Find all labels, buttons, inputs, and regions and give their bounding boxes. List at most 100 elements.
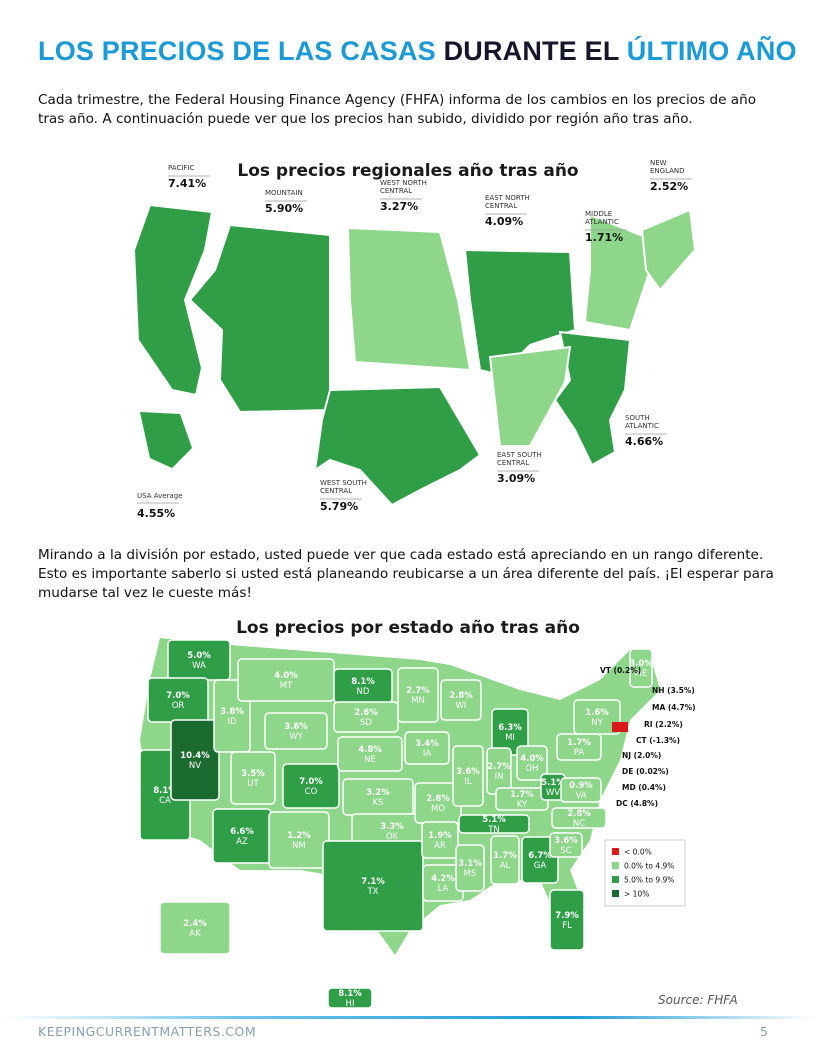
- state-abbr: WA: [192, 661, 206, 671]
- legend-label: 0.0% to 4.9%: [624, 862, 674, 871]
- state-map: 5.0%WA7.0%OR8.1%CA10.4%NV3.8%ID4.0%MT3.6…: [139, 638, 696, 1009]
- state-abbr: GA: [534, 861, 547, 871]
- state-abbr: CO: [305, 787, 318, 797]
- state-abbr: NC: [573, 819, 585, 829]
- state-abbr: HI: [346, 999, 355, 1009]
- state-shape: [421, 821, 459, 859]
- small-state-label: VT (0.2%): [600, 666, 641, 675]
- state-shape: [452, 745, 484, 807]
- state-abbr: AK: [189, 929, 201, 939]
- page-number: 5: [760, 1024, 768, 1039]
- state-abbr: PA: [574, 748, 585, 758]
- state-value: 5.0%: [187, 651, 211, 661]
- state-abbr: AL: [500, 861, 511, 871]
- title-part: ÚLTIMO AÑO: [626, 36, 797, 66]
- source: Source: FHFA: [658, 993, 738, 1007]
- state-shape: [282, 763, 340, 809]
- title-part: LOS PRECIOS DE LAS CASAS: [38, 36, 436, 66]
- state-value: 4.0%: [520, 754, 544, 764]
- region-name: MIDDLE ATLANTIC: [585, 210, 619, 226]
- state-abbr: NM: [292, 841, 306, 851]
- legend-label: < 0.0%: [624, 848, 652, 857]
- footer-site: KEEPINGCURRENTMATTERS.COM: [38, 1024, 257, 1039]
- state-abbr: WY: [289, 732, 303, 742]
- intro: Cada trimestre, the Federal Housing Fina…: [38, 92, 757, 127]
- state-abbr: MT: [280, 681, 293, 691]
- region-name: WEST NORTH CENTRAL: [380, 179, 427, 195]
- region-name: MOUNTAIN: [265, 189, 303, 197]
- region-shape: [313, 385, 482, 507]
- footer-rule: [0, 1016, 816, 1019]
- state-shape: [170, 719, 220, 801]
- state-abbr: CA: [159, 796, 171, 806]
- state-value: 2.6%: [354, 708, 378, 718]
- state-value: 2.8%: [567, 809, 591, 819]
- state-abbr: IL: [464, 777, 472, 787]
- state-shape: [458, 814, 530, 834]
- state-abbr: WV: [546, 788, 560, 798]
- state-abbr: IA: [423, 749, 432, 759]
- title: LOS PRECIOS DE LAS CASAS DURANTE EL ÚLTI…: [38, 36, 797, 67]
- state-abbr: NY: [591, 718, 603, 728]
- state-abbr: KS: [373, 798, 384, 808]
- state-shape: [268, 811, 330, 869]
- state-value: 3.2%: [366, 788, 390, 798]
- small-state-label: RI (2.2%): [644, 720, 683, 729]
- region-value: 4.09%: [485, 215, 523, 228]
- state-value: 4.0%: [274, 671, 298, 681]
- region-name: EAST SOUTH CENTRAL: [497, 451, 542, 467]
- small-state-label: CT (-1.3%): [636, 736, 680, 745]
- state-value: 1.6%: [585, 708, 609, 718]
- alaska-shape: [140, 412, 192, 468]
- regional-title: Los precios regionales año tras año: [237, 161, 579, 181]
- state-shape: [560, 777, 602, 803]
- state-abbr: LA: [438, 884, 449, 894]
- state-value: 3.6%: [456, 767, 480, 777]
- region-value: 3.27%: [380, 200, 418, 213]
- region-name: EAST NORTH CENTRAL: [485, 194, 530, 210]
- state-value: 2.8%: [426, 794, 450, 804]
- legend-label: > 10%: [624, 890, 649, 899]
- state-value: 8.1%: [351, 677, 375, 687]
- state-abbr: FL: [562, 921, 572, 931]
- state-value: 4.8%: [358, 745, 382, 755]
- state-value: 4.2%: [431, 874, 455, 884]
- state-abbr: SC: [560, 846, 571, 856]
- state-value: 6.7%: [528, 851, 552, 861]
- state-value: 6.3%: [498, 723, 522, 733]
- ct-shape: [612, 722, 628, 732]
- small-state-label: NJ (2.0%): [622, 751, 661, 760]
- body-text: Mirando a la división por estado, usted …: [38, 547, 774, 601]
- region-value: 1.71%: [585, 231, 623, 244]
- state-abbr: KY: [517, 800, 528, 810]
- state-value: 0.9%: [569, 781, 593, 791]
- state-value: 3.4%: [415, 739, 439, 749]
- region-shape: [132, 203, 214, 397]
- state-abbr: ID: [227, 717, 237, 727]
- state-shape: [404, 731, 450, 765]
- state-value: 3.1%: [458, 859, 482, 869]
- state-abbr: IN: [495, 772, 504, 782]
- state-abbr: AR: [434, 841, 446, 851]
- state-abbr: TX: [366, 887, 378, 897]
- state-value: 8.1%: [153, 786, 177, 796]
- state-abbr: OH: [525, 764, 538, 774]
- usa-average-name: USA Average: [137, 492, 182, 500]
- legend-label: 5.0% to 9.9%: [624, 876, 674, 885]
- state-value: 10.4%: [180, 751, 210, 761]
- state-shape: [549, 832, 583, 858]
- state-value: 1.7%: [510, 790, 534, 800]
- region-name: NEW ENGLAND: [650, 159, 685, 175]
- region-name: PACIFIC: [168, 164, 194, 172]
- state-shape: [337, 736, 403, 772]
- legend-swatch: [612, 890, 619, 897]
- state-abbr: UT: [247, 779, 259, 789]
- state-abbr: MN: [411, 696, 425, 706]
- state-title: Los precios por estado año tras año: [236, 618, 580, 638]
- small-state-label: DC (4.8%): [616, 799, 658, 808]
- region-value: 2.52%: [650, 180, 688, 193]
- legend-swatch: [612, 876, 619, 883]
- state-shape: [264, 712, 328, 750]
- state-value: 7.9%: [555, 911, 579, 921]
